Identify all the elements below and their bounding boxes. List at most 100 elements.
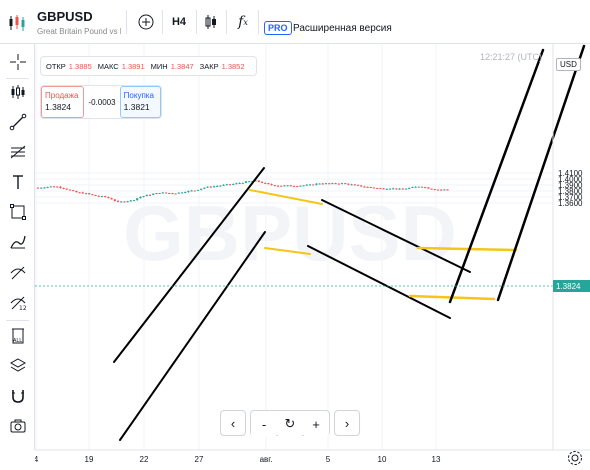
svg-text:123: 123 <box>19 305 27 311</box>
candle-body <box>196 189 200 191</box>
candle-body <box>36 187 40 189</box>
fib-icon <box>10 145 25 159</box>
low-label: МИН <box>150 61 168 71</box>
candle-body <box>228 184 232 186</box>
svg-text:ALL: ALL <box>13 338 22 344</box>
candle-body <box>331 183 334 185</box>
candle-body <box>164 192 168 194</box>
candle-body <box>398 188 401 190</box>
text-tool[interactable] <box>5 170 30 194</box>
toolbar-divider <box>6 78 29 79</box>
zoom-tool[interactable]: 123 <box>5 290 30 314</box>
candle-body <box>334 183 337 185</box>
time-tick-label: 22 <box>140 455 149 464</box>
symbol-description: Great Britain Pound vs B <box>37 27 121 36</box>
crosshair-icon <box>9 54 26 70</box>
reset-button[interactable]: ↻ <box>277 411 303 437</box>
buy-button[interactable]: Покупка 1.3821 <box>119 86 162 118</box>
candle-body <box>219 185 222 187</box>
price-tick-label: 1.3700 <box>558 193 583 202</box>
candle-body <box>107 196 110 199</box>
candle-body <box>78 192 81 194</box>
candle-body <box>324 183 328 185</box>
layers-icon <box>9 358 26 372</box>
layers-tool[interactable] <box>5 354 30 378</box>
projection-line-left[interactable] <box>448 48 545 304</box>
crosshair-tool[interactable] <box>5 50 30 74</box>
toolbar-divider <box>226 10 227 34</box>
projection-line-right[interactable] <box>496 44 586 302</box>
symbol-name[interactable]: GBPUSD <box>37 9 93 24</box>
candle-body <box>91 194 94 196</box>
candle-body <box>337 183 340 185</box>
candle-body <box>356 184 360 186</box>
scroll-right-button[interactable]: › <box>334 410 360 436</box>
channel-line-upper[interactable] <box>113 167 265 363</box>
chart-style-button[interactable] <box>202 12 220 32</box>
candle-body <box>145 194 148 197</box>
candle-body <box>184 192 187 194</box>
magnet-tool[interactable] <box>5 384 30 408</box>
chart-settings-button[interactable] <box>566 449 584 467</box>
candle-body <box>260 181 264 183</box>
measure-tool[interactable] <box>5 260 30 284</box>
candle-body <box>46 186 49 188</box>
candle-body <box>440 189 443 191</box>
down-channel-lower[interactable] <box>307 245 451 319</box>
candle-body <box>417 186 420 188</box>
candle-body <box>56 186 59 188</box>
brush-icon <box>9 235 26 249</box>
compare-button[interactable] <box>136 12 156 32</box>
remove-drawings-tool[interactable]: ALL <box>5 324 30 348</box>
interval-button[interactable]: H4 <box>171 16 187 28</box>
candle-body <box>411 187 414 189</box>
candle-body <box>283 185 286 187</box>
candles-tool[interactable] <box>5 80 30 104</box>
flag-line-lower[interactable] <box>264 247 311 255</box>
rectangle-tool[interactable] <box>5 200 30 224</box>
scroll-left-button[interactable]: ‹ <box>220 410 246 436</box>
flag-line-upper[interactable] <box>249 189 323 205</box>
candle-body <box>321 183 324 185</box>
pro-badge[interactable]: PRO <box>264 21 292 35</box>
candle-body <box>385 188 388 190</box>
candle-body <box>126 201 129 203</box>
buy-price: 1.3821 <box>123 102 150 112</box>
fib-tool[interactable] <box>5 140 30 164</box>
pro-label[interactable]: Расширенная версия <box>293 23 392 34</box>
channel-line-lower[interactable] <box>119 231 266 441</box>
candle-body <box>392 188 395 190</box>
brush-tool[interactable] <box>5 230 30 254</box>
trendline-tool[interactable] <box>5 110 30 134</box>
candle-body <box>40 187 43 189</box>
candle-body <box>152 193 155 195</box>
time-tick-label: 19 <box>85 455 94 464</box>
down-channel-upper[interactable] <box>321 199 471 273</box>
target-line-upper[interactable] <box>416 246 518 252</box>
sell-price: 1.3824 <box>45 102 71 112</box>
candle-body <box>376 188 379 190</box>
candle-body <box>305 184 308 186</box>
zoom-out-button[interactable]: - <box>251 411 277 437</box>
gear-icon <box>568 451 582 465</box>
zoom-in-button[interactable]: + <box>303 411 329 437</box>
high-value: 1.3891 <box>121 61 145 71</box>
sell-button[interactable]: Продажа 1.3824 <box>41 86 85 118</box>
price-tick-label: 1.4100 <box>558 169 583 178</box>
toolbar-divider <box>162 10 163 34</box>
candle-body <box>72 190 75 192</box>
chart-type-icon[interactable] <box>8 14 28 32</box>
candle-body <box>142 196 145 198</box>
spread-value: -0.0003 <box>88 97 116 107</box>
candle-body <box>347 183 350 185</box>
trade-panel: Продажа 1.3824 -0.0003 Покупка 1.3821 <box>40 85 162 119</box>
candle-body <box>382 188 385 190</box>
candle-body <box>296 186 299 188</box>
currency-badge[interactable]: USD <box>556 58 581 71</box>
candle-body <box>264 182 267 184</box>
candle-body <box>120 201 123 203</box>
candle-body <box>235 183 238 185</box>
screenshot-tool[interactable] <box>5 414 30 438</box>
candles-icon <box>11 85 24 99</box>
